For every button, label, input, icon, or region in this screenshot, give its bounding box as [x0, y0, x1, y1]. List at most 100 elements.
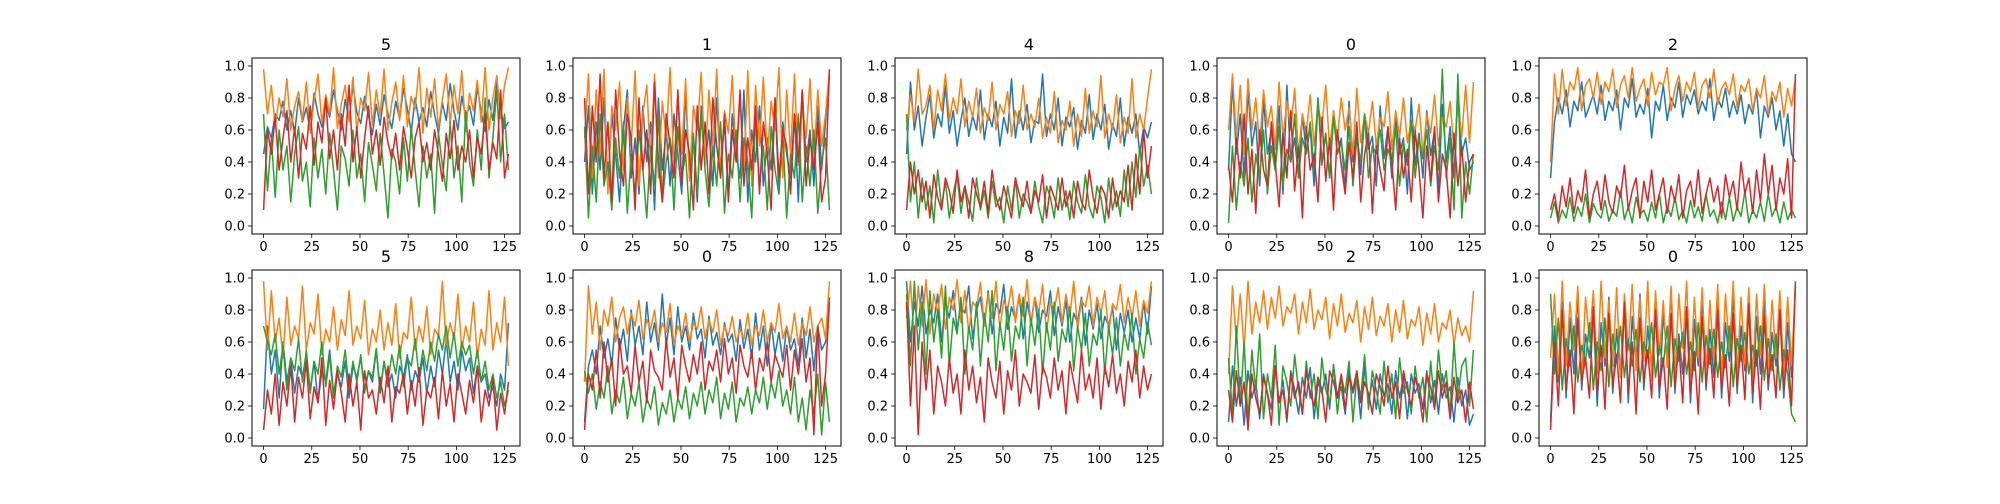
y-tick-label: 1.0 — [1189, 272, 1210, 287]
subplot-title: 2 — [1346, 247, 1356, 266]
series-line-1 — [905, 68, 1153, 147]
subplot-8: 0 25 50 75 100 125 0.0 0.2 0.4 0.6 0.8 1.0 2 — [1189, 247, 1486, 467]
y-tick-label: 0.8 — [1511, 304, 1532, 319]
y-tick-label: 0.8 — [1189, 304, 1210, 319]
axes-frame — [1216, 57, 1486, 235]
y-tick-label: 0.0 — [1511, 432, 1532, 447]
x-tick-label: 25 — [946, 240, 963, 255]
series-line-2 — [1227, 68, 1475, 223]
x-tick-label: 50 — [352, 240, 369, 255]
y-tick-label: 0.2 — [867, 400, 888, 415]
x-tick-label: 50 — [1317, 452, 1334, 467]
subplot-title: 8 — [1024, 247, 1034, 266]
axes-frame — [1538, 269, 1808, 447]
x-tick-label: 100 — [765, 240, 790, 255]
y-tick-label: 0.0 — [1189, 432, 1210, 447]
series-line-1 — [1227, 73, 1475, 155]
y-tick-label: 0.4 — [1511, 156, 1532, 171]
y-tick-label: 0.4 — [224, 368, 245, 383]
series-line-3 — [583, 69, 831, 211]
x-tick-label: 75 — [1043, 240, 1060, 255]
x-tick-label: 0 — [1224, 452, 1232, 467]
x-tick-label: 75 — [721, 240, 738, 255]
y-tick-label: 0.6 — [1511, 336, 1532, 351]
x-tick-label: 50 — [1639, 240, 1656, 255]
series-group — [583, 66, 831, 219]
y-tick-label: 0.2 — [1511, 188, 1532, 203]
x-tick-label: 100 — [444, 240, 469, 255]
x-tick-label: 50 — [995, 452, 1012, 467]
subplot-6: 0 25 50 75 100 125 0.0 0.2 0.4 0.6 0.8 1.0 0 — [545, 247, 842, 467]
x-tick-label: 100 — [1409, 452, 1434, 467]
series-group — [1549, 66, 1797, 224]
y-tick-label: 0.0 — [867, 220, 888, 235]
y-tick-label: 0.6 — [545, 336, 566, 351]
x-tick-label: 125 — [1135, 452, 1160, 467]
x-tick-label: 0 — [259, 240, 267, 255]
y-tick-label: 0.6 — [867, 124, 888, 139]
y-tick-label: 0.4 — [545, 156, 566, 171]
x-tick-label: 25 — [624, 240, 641, 255]
y-tick-label: 0.0 — [1189, 220, 1210, 235]
x-tick-label: 75 — [1043, 452, 1060, 467]
x-tick-label: 75 — [1687, 452, 1704, 467]
series-line-1 — [262, 280, 510, 367]
x-tick-label: 50 — [1639, 452, 1656, 467]
y-tick-label: 0.2 — [224, 400, 245, 415]
subplot-title: 0 — [1346, 35, 1356, 54]
subplot-title: 5 — [381, 247, 391, 266]
y-tick-label: 0.2 — [1511, 400, 1532, 415]
subplot-title: 1 — [702, 35, 712, 54]
series-line-2 — [262, 89, 510, 219]
x-tick-label: 0 — [1546, 240, 1554, 255]
y-tick-label: 1.0 — [1189, 60, 1210, 75]
y-tick-label: 0.0 — [224, 432, 245, 447]
x-tick-label: 75 — [721, 452, 738, 467]
x-tick-label: 50 — [673, 452, 690, 467]
y-tick-label: 1.0 — [867, 60, 888, 75]
x-tick-label: 0 — [1224, 240, 1232, 255]
axes-frame — [572, 57, 842, 235]
y-tick-label: 0.2 — [545, 188, 566, 203]
subplot-title: 4 — [1024, 35, 1034, 54]
x-tick-label: 125 — [1779, 452, 1804, 467]
x-tick-label: 0 — [902, 240, 910, 255]
series-line-3 — [262, 357, 510, 431]
y-tick-label: 0.6 — [1189, 124, 1210, 139]
subplot-9: 0 25 50 75 100 125 0.0 0.2 0.4 0.6 0.8 1.0 0 — [1511, 247, 1808, 467]
y-tick-label: 1.0 — [1511, 272, 1532, 287]
y-tick-label: 0.2 — [867, 188, 888, 203]
x-tick-label: 25 — [1590, 452, 1607, 467]
y-tick-label: 0.6 — [1511, 124, 1532, 139]
y-tick-label: 0.4 — [867, 156, 888, 171]
x-tick-label: 100 — [444, 452, 469, 467]
axes-frame — [572, 269, 842, 447]
subplot-4: 0 25 50 75 100 125 0.0 0.2 0.4 0.6 0.8 1.0 2 — [1511, 35, 1808, 255]
series-line-3 — [1227, 365, 1475, 431]
subplot-title: 5 — [381, 35, 391, 54]
series-group — [1549, 280, 1797, 431]
x-tick-label: 0 — [902, 452, 910, 467]
x-tick-label: 125 — [813, 452, 838, 467]
series-line-2 — [583, 365, 831, 436]
series-group — [583, 281, 831, 436]
series-line-1 — [1549, 66, 1797, 163]
series-line-3 — [262, 84, 510, 211]
y-tick-label: 0.0 — [224, 220, 245, 235]
x-tick-label: 100 — [1731, 240, 1756, 255]
x-tick-label: 100 — [765, 452, 790, 467]
series-group — [262, 66, 510, 219]
subplot-title: 0 — [1668, 247, 1678, 266]
series-line-3 — [905, 301, 1153, 436]
series-line-3 — [1549, 73, 1797, 219]
x-tick-label: 25 — [303, 452, 320, 467]
y-tick-label: 0.0 — [545, 432, 566, 447]
series-line-1 — [1549, 280, 1797, 383]
x-tick-label: 125 — [1457, 452, 1482, 467]
x-tick-label: 100 — [1087, 240, 1112, 255]
y-tick-label: 0.8 — [867, 304, 888, 319]
series-line-2 — [1549, 190, 1797, 224]
series-line-2 — [905, 280, 1153, 375]
y-tick-label: 1.0 — [224, 272, 245, 287]
